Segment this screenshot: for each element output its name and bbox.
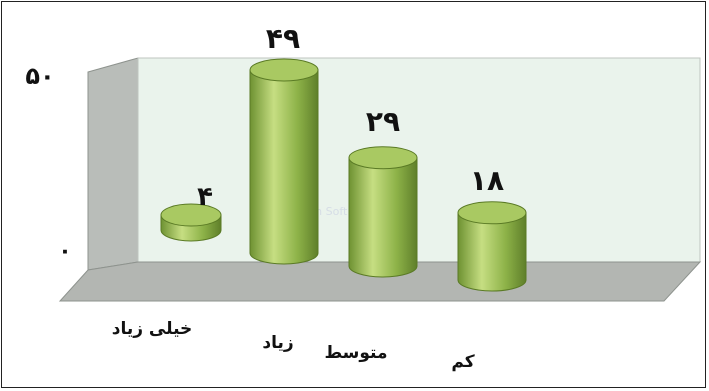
side-wall — [87, 57, 139, 271]
category-label: خیلی زیاد — [112, 319, 193, 339]
bar-top — [348, 146, 418, 170]
data-label: ۲۹ — [366, 105, 400, 138]
bar — [160, 203, 222, 242]
data-label: ۴۹ — [266, 22, 300, 55]
category-label: متوسط — [324, 343, 387, 363]
category-label: کم — [451, 352, 474, 372]
data-label: ۱۸ — [470, 164, 504, 197]
floor — [58, 261, 702, 302]
y-tick-label: ۵۰ — [25, 62, 54, 90]
bar-body — [348, 157, 418, 278]
bar-top — [457, 201, 527, 225]
bar-body — [457, 212, 527, 292]
back-wall — [137, 57, 701, 263]
data-label: ۴ — [197, 182, 213, 212]
bars-group — [160, 58, 527, 292]
bar-body — [249, 69, 319, 265]
bar — [348, 146, 418, 278]
bar-top — [160, 203, 222, 227]
bar — [457, 201, 527, 292]
bar — [249, 58, 319, 265]
y-tick-label: ۰ — [58, 239, 71, 264]
bar-top — [249, 58, 319, 82]
category-label: زیاد — [262, 333, 293, 353]
